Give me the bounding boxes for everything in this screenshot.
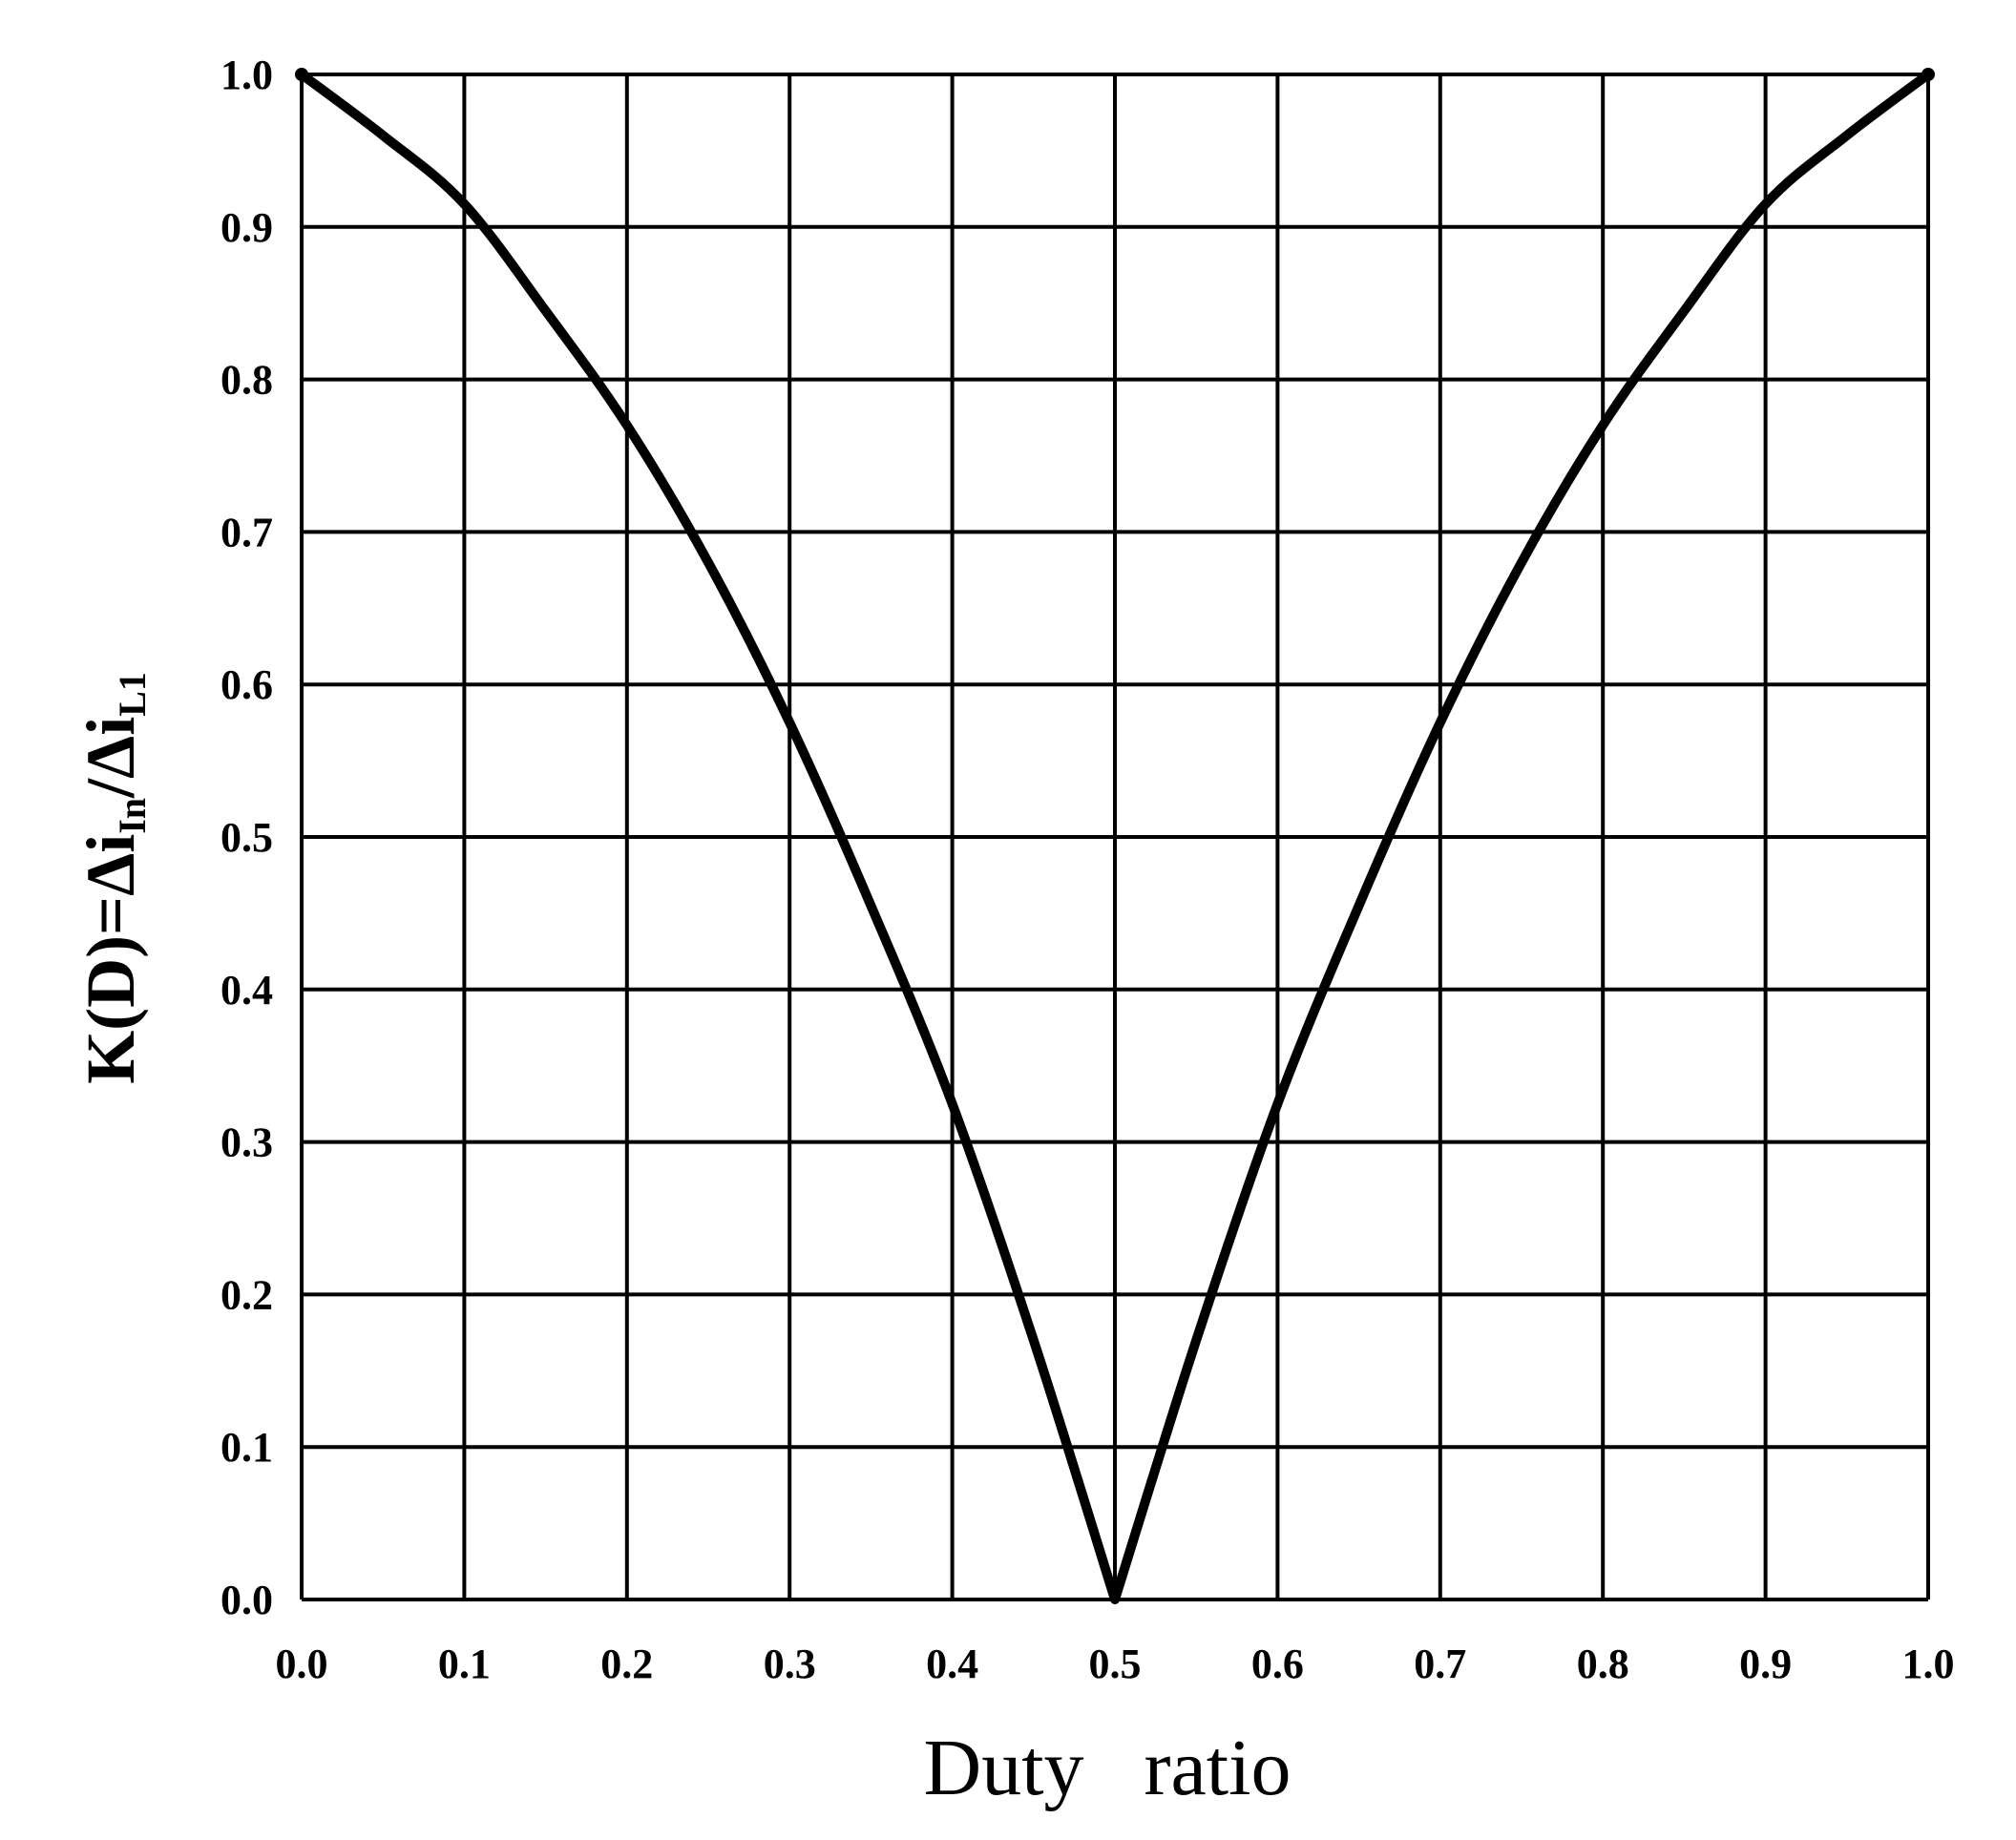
x-axis-ticks: 0.0 0.1 0.2 0.3 0.4 0.5 0.6 0.7 0.8 0.9 1.0 — [276, 1641, 1955, 1687]
y-tick-label: 1.0 — [220, 52, 273, 98]
grid — [300, 73, 1930, 1601]
series-layer — [295, 68, 1935, 1604]
y-tick-label: 0.6 — [220, 661, 273, 708]
y-tick-label: 0.4 — [220, 967, 273, 1014]
x-axis-label: Duty ratio — [924, 1724, 1292, 1812]
y-tick-label: 0.0 — [220, 1577, 273, 1623]
x-tick-label: 0.5 — [1089, 1641, 1142, 1687]
y-axis-label: K(D)=ΔiIn/ΔiL1 — [73, 672, 154, 1084]
x-tick-label: 0.7 — [1414, 1641, 1466, 1687]
y-axis-label-mid: /Δi — [73, 717, 149, 799]
x-tick-label: 0.8 — [1577, 1641, 1629, 1687]
x-tick-label: 0.4 — [926, 1641, 978, 1687]
x-tick-label: 0.1 — [438, 1641, 491, 1687]
series-endpoint — [295, 68, 308, 81]
y-tick-label: 0.7 — [220, 509, 273, 555]
y-axis-label-prefix: K(D)=Δi — [73, 834, 149, 1084]
x-tick-label: 0.6 — [1251, 1641, 1304, 1687]
x-tick-label: 0.9 — [1739, 1641, 1792, 1687]
y-axis-ticks: 0.0 0.1 0.2 0.3 0.4 0.5 0.6 0.7 0.8 0.9 1.0 — [220, 52, 273, 1623]
x-tick-label: 0.3 — [764, 1641, 816, 1687]
y-tick-label: 0.1 — [220, 1424, 273, 1471]
series-line — [297, 70, 1933, 1604]
x-tick-label: 0.2 — [600, 1641, 653, 1687]
x-tick-label: 1.0 — [1902, 1641, 1955, 1687]
series-endpoint — [1922, 68, 1935, 81]
y-tick-label: 0.2 — [220, 1271, 273, 1318]
y-tick-label: 0.3 — [220, 1119, 273, 1166]
y-axis-label-sub2: L1 — [111, 672, 154, 717]
y-tick-label: 0.9 — [220, 204, 273, 251]
x-tick-label: 0.0 — [276, 1641, 328, 1687]
y-tick-label: 0.8 — [220, 357, 273, 404]
y-tick-label: 0.5 — [220, 814, 273, 861]
y-axis-label-sub1: In — [111, 798, 154, 834]
